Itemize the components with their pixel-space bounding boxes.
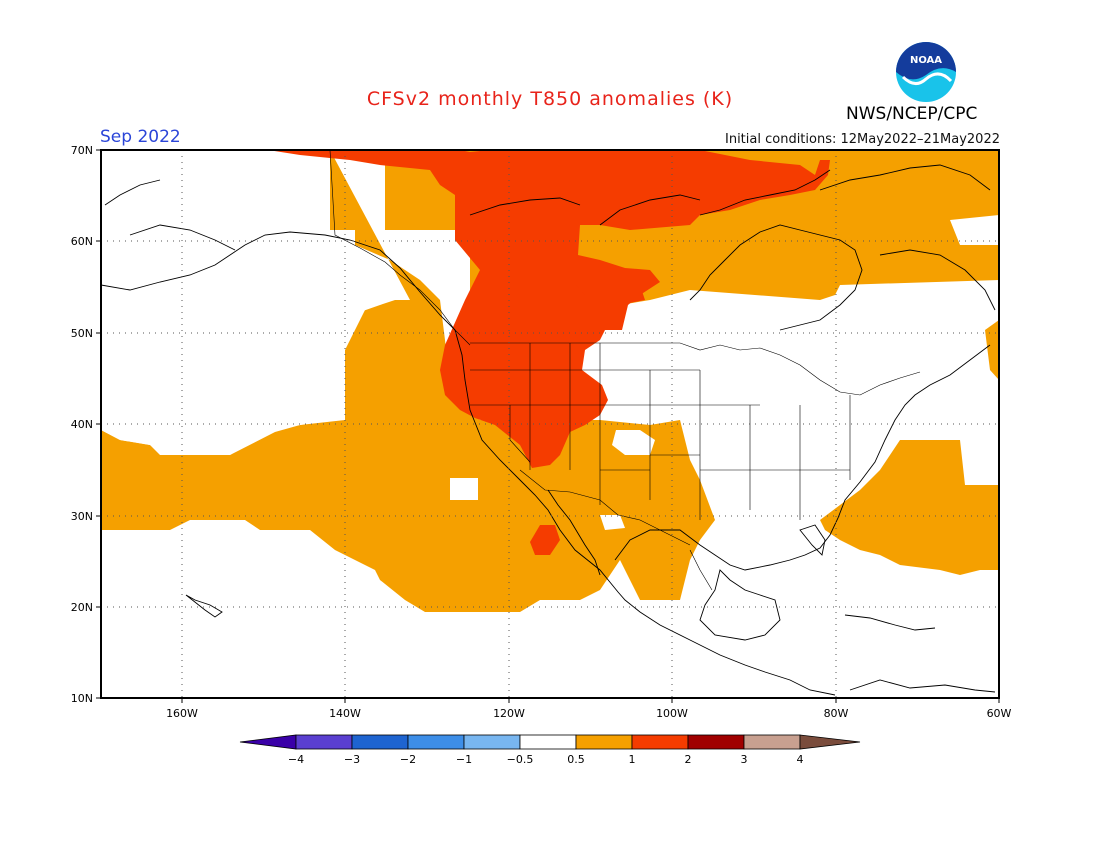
- colorbar-label: 2: [685, 753, 692, 766]
- colorbar-label: 3: [741, 753, 748, 766]
- colorbar-label: −3: [344, 753, 360, 766]
- colorbar-labels: −4 −3 −2 −1 −0.5 0.5 1 2 3 4: [288, 753, 804, 766]
- colorbar-label: 4: [797, 753, 804, 766]
- initial-conditions-label: Initial conditions: 12May2022–21May2022: [725, 132, 1000, 147]
- colorbar-arrow-low: [239, 734, 297, 750]
- colorbar-label: −1: [456, 753, 472, 766]
- anomaly-fill-1-2: [268, 150, 830, 555]
- lon-labels: 160W 140W 120W 100W 80W 60W: [166, 707, 1011, 720]
- lon-label: 100W: [656, 707, 688, 720]
- colorbar-box: [687, 734, 745, 750]
- colorbar-box: [743, 734, 801, 750]
- valid-month-label: Sep 2022: [100, 127, 181, 147]
- boundaries: [329, 150, 921, 591]
- logo-text: NOAA: [910, 55, 942, 66]
- colorbar-label: −4: [288, 753, 304, 766]
- neutral-holes: [101, 150, 999, 530]
- colorbar-label: 1: [629, 753, 636, 766]
- colorbar-box: [575, 734, 633, 750]
- lon-label: 160W: [166, 707, 198, 720]
- colorbar-box: [351, 734, 409, 750]
- colorbar-box: [295, 734, 353, 750]
- colorbar-label: 0.5: [567, 753, 585, 766]
- colorbar: [239, 734, 861, 750]
- axis-ticks: [96, 149, 1000, 703]
- lat-label: 30N: [71, 510, 93, 523]
- lat-lon-grid: [101, 150, 999, 698]
- lon-label: 140W: [329, 707, 361, 720]
- colorbar-box: [463, 734, 521, 750]
- lat-label: 50N: [71, 327, 93, 340]
- noaa-logo-icon: NOAA: [896, 42, 956, 102]
- lon-label: 60W: [987, 707, 1012, 720]
- colorbar-arrow-high: [799, 734, 861, 750]
- lat-label: 20N: [71, 601, 93, 614]
- lat-label: 70N: [71, 144, 93, 157]
- lat-label: 10N: [71, 692, 93, 705]
- agency-label: NWS/NCEP/CPC: [846, 104, 978, 124]
- colorbar-box: [519, 734, 577, 750]
- lat-label: 40N: [71, 418, 93, 431]
- colorbar-box: [407, 734, 465, 750]
- coastlines: [101, 164, 996, 696]
- lon-label: 120W: [493, 707, 525, 720]
- colorbar-box: [631, 734, 689, 750]
- lat-labels: 70N 60N 50N 40N 30N 20N 10N: [71, 144, 93, 705]
- lon-label: 80W: [824, 707, 849, 720]
- colorbar-label: −0.5: [507, 753, 534, 766]
- chart-title: CFSv2 monthly T850 anomalies (K): [366, 88, 734, 110]
- lat-label: 60N: [71, 235, 93, 248]
- colorbar-label: −2: [400, 753, 416, 766]
